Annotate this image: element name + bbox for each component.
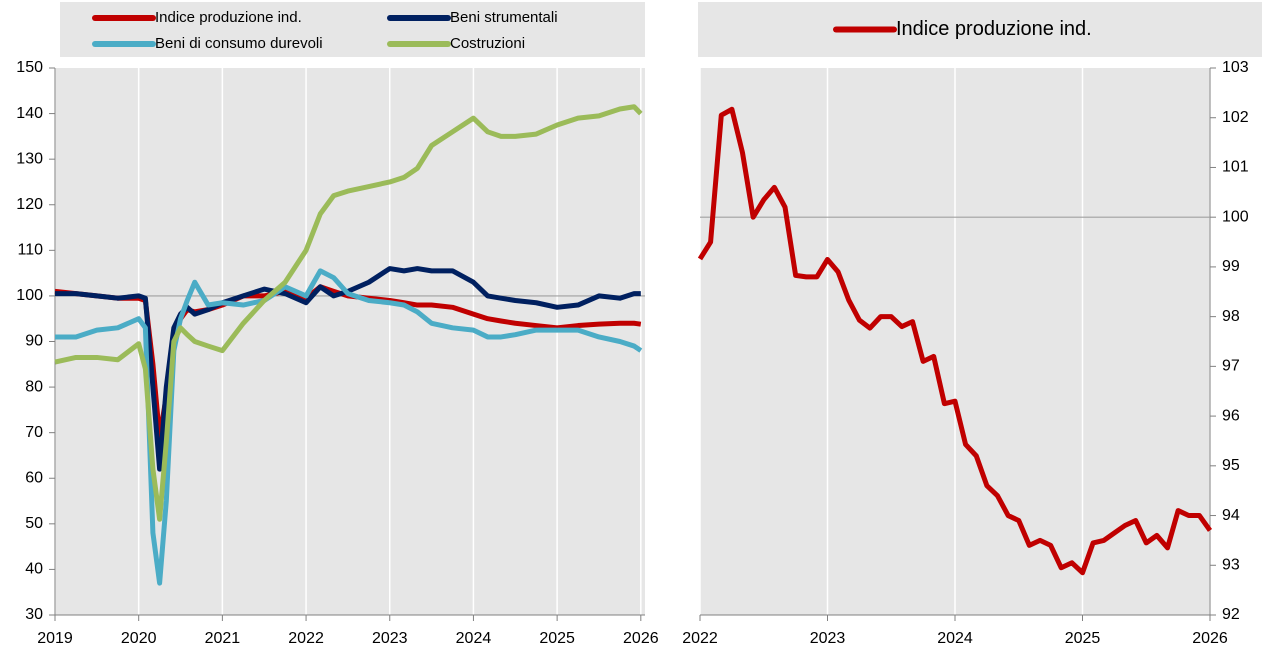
y-tick-label: 98 — [1222, 308, 1240, 325]
x-tick-label: 2019 — [37, 630, 73, 647]
x-tick-label: 2023 — [810, 630, 846, 647]
x-tick-label: 2022 — [682, 630, 718, 647]
legend-box — [60, 2, 645, 57]
y-tick-label: 97 — [1222, 358, 1240, 375]
y-tick-label: 120 — [16, 196, 43, 213]
y-tick-label: 95 — [1222, 457, 1240, 474]
x-tick-label: 2026 — [623, 630, 659, 647]
x-tick-label: 2026 — [1192, 630, 1228, 647]
x-tick-label: 2024 — [456, 630, 492, 647]
y-tick-label: 140 — [16, 105, 43, 122]
y-tick-label: 40 — [25, 561, 43, 578]
x-tick-label: 2024 — [937, 630, 973, 647]
y-tick-label: 100 — [16, 287, 43, 304]
y-tick-label: 99 — [1222, 258, 1240, 275]
y-tick-label: 110 — [17, 242, 43, 259]
y-tick-label: 60 — [25, 469, 43, 486]
y-tick-label: 80 — [25, 378, 43, 395]
x-tick-label: 2021 — [205, 630, 241, 647]
y-tick-label: 101 — [1222, 159, 1249, 176]
y-tick-label: 30 — [25, 606, 43, 623]
y-tick-label: 130 — [16, 150, 43, 167]
y-tick-label: 96 — [1222, 407, 1240, 424]
y-tick-label: 93 — [1222, 556, 1240, 573]
y-tick-label: 103 — [1222, 59, 1249, 76]
series-line — [697, 106, 1213, 576]
y-tick-label: 90 — [25, 333, 43, 350]
x-tick-label: 2023 — [372, 630, 408, 647]
y-tick-label: 50 — [25, 515, 43, 532]
legend-label: Indice produzione ind. — [155, 9, 302, 26]
y-tick-label: 70 — [25, 424, 43, 441]
x-tick-label: 2025 — [539, 630, 575, 647]
series-line — [55, 266, 641, 472]
legend-label: Beni di consumo durevoli — [155, 35, 323, 52]
y-tick-label: 92 — [1222, 606, 1240, 623]
series-line — [55, 268, 643, 586]
x-tick-label: 2020 — [121, 630, 157, 647]
series-line — [54, 104, 643, 522]
y-tick-label: 102 — [1222, 109, 1249, 126]
y-tick-label: 100 — [1222, 208, 1249, 225]
legend-box — [698, 2, 1262, 57]
legend-label: Indice produzione ind. — [896, 18, 1092, 40]
y-tick-label: 150 — [16, 59, 43, 76]
x-tick-label: 2025 — [1065, 630, 1101, 647]
legend-label: Beni strumentali — [450, 9, 558, 26]
y-tick-label: 94 — [1222, 507, 1240, 524]
legend-label: Costruzioni — [450, 35, 525, 52]
x-tick-label: 2022 — [288, 630, 324, 647]
